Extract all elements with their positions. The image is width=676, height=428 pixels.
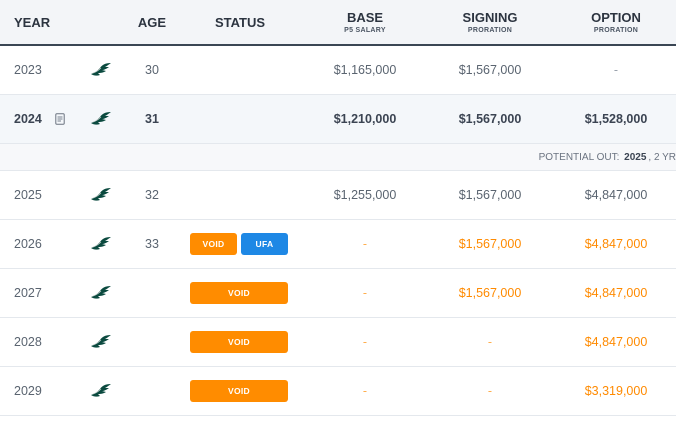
document-icon[interactable]	[55, 95, 65, 143]
base-salary-cell: -	[362, 237, 368, 251]
year-cell: 2023	[14, 63, 42, 77]
table-row: 2023 30 $1,165,000 $1,567,000 -	[0, 46, 676, 95]
potential-out-year: 2025	[624, 152, 647, 163]
table-row: 2028 VOID - - $4,847,000	[0, 318, 676, 367]
year-cell: 2025	[14, 188, 42, 202]
header-option-proration[interactable]: OPTION PRORATION	[591, 10, 641, 34]
age-cell: 31	[145, 112, 159, 126]
void-badge[interactable]: VOID	[190, 380, 288, 402]
option-proration-cell: $4,847,000	[584, 286, 648, 300]
signing-proration-cell: $1,567,000	[458, 63, 522, 77]
age-cell: 33	[145, 237, 159, 251]
table-row: 2025 32 $1,255,000 $1,567,000 $4,847,000	[0, 171, 676, 220]
option-proration-cell: $1,528,000	[584, 112, 648, 126]
option-proration-cell: $4,847,000	[584, 237, 648, 251]
void-badge[interactable]: VOID	[190, 282, 288, 304]
contract-table: YEAR AGE STATUS BASE P5 SALARY SIGNING PRO…	[0, 0, 676, 416]
status-cell: VOID	[190, 318, 290, 366]
void-badge[interactable]: VOID	[190, 233, 237, 255]
eagle-logo-icon	[90, 269, 112, 317]
table-row: 2027 VOID - $1,567,000 $4,847,000	[0, 269, 676, 318]
header-year[interactable]: YEAR	[14, 14, 51, 30]
potential-out-row: POTENTIAL OUT: 2025, 2 YR	[0, 144, 676, 171]
ufa-badge[interactable]: UFA	[241, 233, 288, 255]
eagle-logo-icon	[90, 95, 112, 143]
void-badge[interactable]: VOID	[190, 331, 288, 353]
header-base-salary[interactable]: BASE P5 SALARY	[344, 10, 386, 34]
header-age[interactable]: AGE	[137, 14, 167, 30]
potential-out-suffix: , 2 YR	[648, 152, 676, 163]
signing-proration-cell: -	[487, 384, 493, 398]
signing-proration-cell: $1,567,000	[458, 286, 522, 300]
base-salary-cell: $1,165,000	[333, 63, 397, 77]
eagle-logo-icon	[90, 367, 112, 415]
base-salary-cell: -	[362, 286, 368, 300]
age-cell: 30	[145, 63, 159, 77]
potential-out-label: POTENTIAL OUT:	[538, 152, 620, 163]
option-proration-cell: -	[613, 63, 619, 77]
year-cell: 2026	[14, 237, 42, 251]
status-cell: VOID UFA	[190, 220, 290, 268]
age-cell: 32	[145, 188, 159, 202]
potential-out-note: POTENTIAL OUT: 2025, 2 YR	[539, 144, 676, 171]
signing-proration-cell: $1,567,000	[458, 188, 522, 202]
base-salary-cell: -	[362, 384, 368, 398]
header-status[interactable]: STATUS	[214, 14, 266, 30]
base-salary-cell: -	[362, 335, 368, 349]
signing-proration-cell: $1,567,000	[458, 237, 522, 251]
eagle-logo-icon	[90, 46, 112, 94]
eagle-logo-icon	[90, 171, 112, 219]
table-row: 2029 VOID - - $3,319,000	[0, 367, 676, 416]
table-row-current: 2024 31 $1,210,000 $1,567,000 $1,528,000	[0, 95, 676, 144]
year-cell: 2024	[14, 112, 42, 126]
option-proration-cell: $3,319,000	[584, 384, 648, 398]
table-row: 2026 33 VOID UFA - $1,567,000 $4,847,000	[0, 220, 676, 269]
status-cell: VOID	[190, 367, 290, 415]
option-proration-cell: $4,847,000	[584, 188, 648, 202]
header-signing-proration[interactable]: SIGNING PRORATION	[462, 10, 518, 34]
year-cell: 2029	[14, 384, 42, 398]
base-salary-cell: $1,255,000	[333, 188, 397, 202]
signing-proration-cell: -	[487, 335, 493, 349]
signing-proration-cell: $1,567,000	[458, 112, 522, 126]
table-header: YEAR AGE STATUS BASE P5 SALARY SIGNING PRO…	[0, 0, 676, 46]
status-cell: VOID	[190, 269, 290, 317]
eagle-logo-icon	[90, 318, 112, 366]
eagle-logo-icon	[90, 220, 112, 268]
year-cell: 2027	[14, 286, 42, 300]
base-salary-cell: $1,210,000	[333, 112, 397, 126]
option-proration-cell: $4,847,000	[584, 335, 648, 349]
year-cell: 2028	[14, 335, 42, 349]
